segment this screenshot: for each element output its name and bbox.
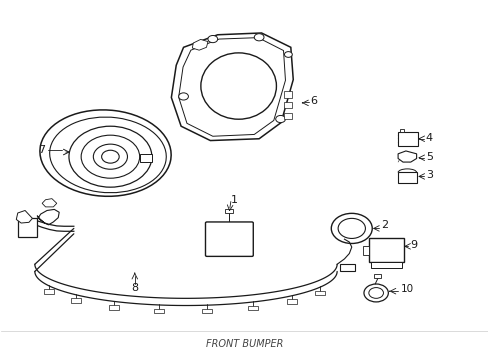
Polygon shape bbox=[178, 38, 285, 136]
Polygon shape bbox=[42, 199, 57, 207]
FancyBboxPatch shape bbox=[397, 172, 416, 183]
FancyBboxPatch shape bbox=[18, 218, 37, 237]
Polygon shape bbox=[397, 151, 416, 162]
Circle shape bbox=[197, 42, 203, 47]
FancyBboxPatch shape bbox=[339, 264, 354, 271]
Text: 6: 6 bbox=[310, 96, 317, 106]
Circle shape bbox=[81, 135, 140, 178]
Ellipse shape bbox=[201, 53, 276, 119]
FancyBboxPatch shape bbox=[202, 309, 211, 314]
FancyBboxPatch shape bbox=[71, 298, 81, 303]
Circle shape bbox=[102, 150, 119, 163]
Polygon shape bbox=[16, 211, 32, 223]
Circle shape bbox=[254, 34, 264, 41]
FancyBboxPatch shape bbox=[283, 91, 292, 98]
Circle shape bbox=[93, 144, 127, 169]
Text: 7: 7 bbox=[39, 144, 45, 154]
FancyBboxPatch shape bbox=[247, 306, 257, 310]
FancyBboxPatch shape bbox=[283, 102, 292, 108]
Text: FRONT BUMPER: FRONT BUMPER bbox=[205, 339, 283, 349]
Polygon shape bbox=[171, 33, 293, 140]
Ellipse shape bbox=[40, 110, 171, 196]
FancyBboxPatch shape bbox=[109, 305, 119, 310]
Text: 3: 3 bbox=[425, 170, 432, 180]
FancyBboxPatch shape bbox=[154, 309, 163, 313]
FancyBboxPatch shape bbox=[283, 113, 292, 119]
FancyBboxPatch shape bbox=[286, 300, 296, 304]
Circle shape bbox=[69, 126, 152, 187]
FancyBboxPatch shape bbox=[140, 154, 152, 162]
FancyBboxPatch shape bbox=[205, 222, 253, 256]
Circle shape bbox=[178, 93, 188, 100]
FancyBboxPatch shape bbox=[370, 262, 401, 268]
Text: 5: 5 bbox=[425, 152, 432, 162]
Circle shape bbox=[207, 36, 217, 42]
Text: 8: 8 bbox=[131, 283, 138, 293]
Circle shape bbox=[284, 51, 292, 57]
FancyBboxPatch shape bbox=[368, 238, 403, 262]
Ellipse shape bbox=[50, 117, 166, 193]
Text: 1: 1 bbox=[231, 195, 238, 205]
Text: 9: 9 bbox=[409, 239, 417, 249]
FancyBboxPatch shape bbox=[44, 289, 54, 294]
FancyBboxPatch shape bbox=[373, 274, 380, 278]
FancyBboxPatch shape bbox=[224, 209, 232, 213]
Circle shape bbox=[363, 284, 387, 302]
Circle shape bbox=[337, 219, 365, 238]
Circle shape bbox=[275, 116, 285, 123]
Circle shape bbox=[330, 213, 371, 243]
Text: 4: 4 bbox=[425, 133, 432, 143]
Circle shape bbox=[368, 288, 383, 298]
Polygon shape bbox=[192, 40, 207, 50]
FancyBboxPatch shape bbox=[315, 291, 325, 295]
FancyBboxPatch shape bbox=[399, 129, 404, 132]
FancyBboxPatch shape bbox=[397, 132, 417, 146]
Circle shape bbox=[398, 135, 404, 140]
Text: 2: 2 bbox=[380, 220, 387, 230]
Circle shape bbox=[216, 228, 245, 250]
FancyBboxPatch shape bbox=[362, 246, 368, 255]
Text: 10: 10 bbox=[400, 284, 413, 294]
